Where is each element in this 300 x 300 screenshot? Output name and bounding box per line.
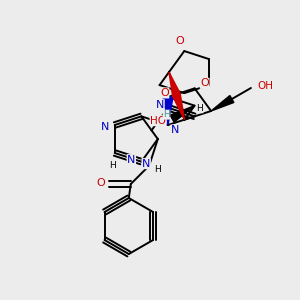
- Text: O: O: [175, 36, 184, 46]
- Text: H: H: [196, 104, 203, 113]
- Text: N: N: [142, 159, 150, 169]
- Text: O: O: [96, 178, 105, 188]
- Text: N: N: [100, 122, 109, 132]
- Polygon shape: [169, 72, 180, 96]
- Text: N: N: [156, 100, 164, 110]
- Polygon shape: [211, 95, 234, 111]
- Text: N: N: [127, 155, 136, 165]
- Text: N: N: [171, 125, 179, 135]
- Text: OH: OH: [257, 81, 273, 91]
- Text: H: H: [163, 110, 170, 119]
- Polygon shape: [170, 106, 195, 122]
- Text: H: H: [154, 165, 160, 174]
- Polygon shape: [172, 94, 184, 120]
- Text: O: O: [160, 88, 169, 98]
- Text: H: H: [110, 160, 116, 169]
- Text: O: O: [200, 78, 209, 88]
- Polygon shape: [163, 97, 173, 125]
- Text: HO: HO: [150, 116, 166, 126]
